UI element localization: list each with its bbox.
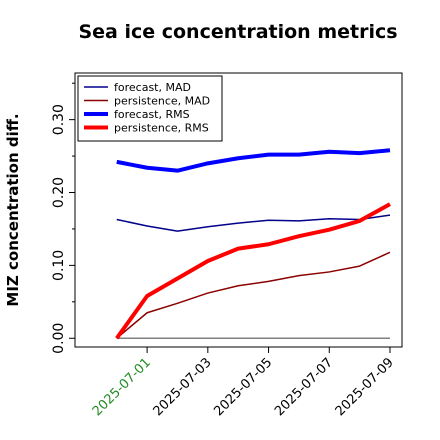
x-tick-label: 2025-07-05	[211, 355, 275, 419]
x-tick-label: 2025-07-03	[151, 355, 215, 419]
y-tick-label: 0.00	[51, 323, 67, 354]
x-tick-label: 2025-07-01	[90, 355, 154, 419]
legend-label: persistence, RMS	[114, 122, 209, 135]
legend-label: forecast, MAD	[114, 81, 191, 94]
chart-title: Sea ice concentration metrics	[78, 21, 397, 43]
legend-label: forecast, RMS	[114, 108, 190, 121]
series-line	[115, 202, 391, 340]
x-tick-label: 2025-07-09	[333, 355, 397, 419]
series-line	[116, 214, 391, 232]
legend-label: persistence, MAD	[114, 95, 210, 108]
plot-frame	[74, 72, 403, 348]
series-line	[116, 251, 391, 339]
y-tick-label: 0.10	[51, 250, 67, 281]
x-tick-label: 2025-07-07	[272, 355, 336, 419]
y-tick-label: 0.30	[51, 104, 67, 135]
series-line	[116, 148, 391, 173]
y-tick-label: 0.20	[51, 177, 67, 208]
y-axis-label: MIZ concentration diff.	[4, 113, 22, 306]
